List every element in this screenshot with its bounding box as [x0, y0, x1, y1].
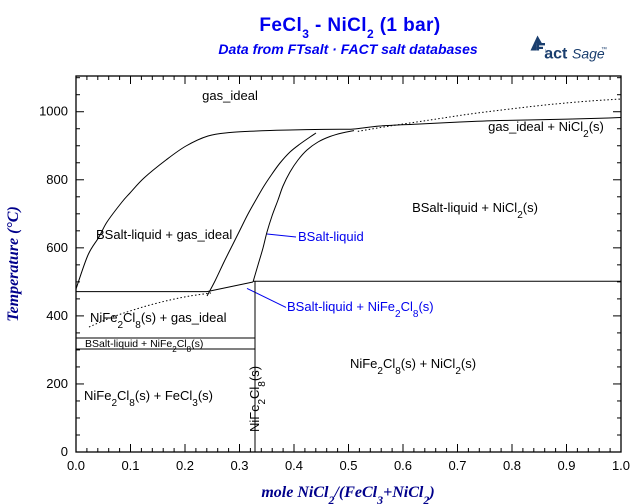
- svg-text:Sage: Sage: [572, 45, 605, 61]
- svg-text:0.0: 0.0: [67, 458, 85, 473]
- svg-text:mole NiCl2/(FeCl3+NiCl2): mole NiCl2/(FeCl3+NiCl2): [261, 484, 434, 504]
- svg-text:800: 800: [46, 172, 68, 187]
- svg-text:0.2: 0.2: [176, 458, 194, 473]
- svg-text:gas_ideal: gas_ideal: [202, 88, 258, 103]
- svg-text:BSalt-liquid + NiCl2(s): BSalt-liquid + NiCl2(s): [412, 200, 538, 221]
- svg-text:0.5: 0.5: [339, 458, 357, 473]
- svg-text:1000: 1000: [39, 104, 68, 119]
- svg-text:600: 600: [46, 240, 68, 255]
- svg-text:BSalt-liquid + NiFe2Cl8(s): BSalt-liquid + NiFe2Cl8(s): [287, 299, 434, 320]
- svg-text:0.3: 0.3: [230, 458, 248, 473]
- svg-text:FeCl3 - NiCl2 (1 bar): FeCl3 - NiCl2 (1 bar): [259, 15, 440, 41]
- svg-text:BSalt-liquid + NiFe2Cl8(s): BSalt-liquid + NiFe2Cl8(s): [85, 338, 203, 354]
- svg-text:0.1: 0.1: [121, 458, 139, 473]
- svg-text:BSalt-liquid + gas_ideal: BSalt-liquid + gas_ideal: [96, 227, 232, 242]
- svg-text:NiFe2Cl8(s) + FeCl3(s): NiFe2Cl8(s) + FeCl3(s): [84, 388, 213, 409]
- svg-text:Temperature (°C): Temperature (°C): [5, 206, 22, 322]
- svg-text:0: 0: [61, 444, 68, 459]
- svg-text:Data from FTsalt · FACT salt d: Data from FTsalt · FACT salt databases: [218, 41, 478, 57]
- svg-text:NiFe2Cl8(s): NiFe2Cl8(s): [247, 366, 268, 432]
- svg-text:0.8: 0.8: [503, 458, 521, 473]
- svg-text:0.4: 0.4: [285, 458, 303, 473]
- svg-text:1.0: 1.0: [612, 458, 630, 473]
- svg-text:0.6: 0.6: [394, 458, 412, 473]
- svg-text:NiFe2Cl8(s) + gas_ideal: NiFe2Cl8(s) + gas_ideal: [90, 310, 227, 331]
- svg-text:NiFe2Cl8(s) + NiCl2(s): NiFe2Cl8(s) + NiCl2(s): [350, 356, 476, 377]
- svg-text:400: 400: [46, 308, 68, 323]
- svg-text:0.7: 0.7: [448, 458, 466, 473]
- svg-text:™: ™: [601, 46, 607, 53]
- svg-text:gas_ideal + NiCl2(s): gas_ideal + NiCl2(s): [488, 119, 604, 140]
- svg-text:act: act: [544, 45, 568, 62]
- svg-text:BSalt-liquid: BSalt-liquid: [298, 229, 364, 244]
- svg-text:0.9: 0.9: [557, 458, 575, 473]
- svg-text:200: 200: [46, 376, 68, 391]
